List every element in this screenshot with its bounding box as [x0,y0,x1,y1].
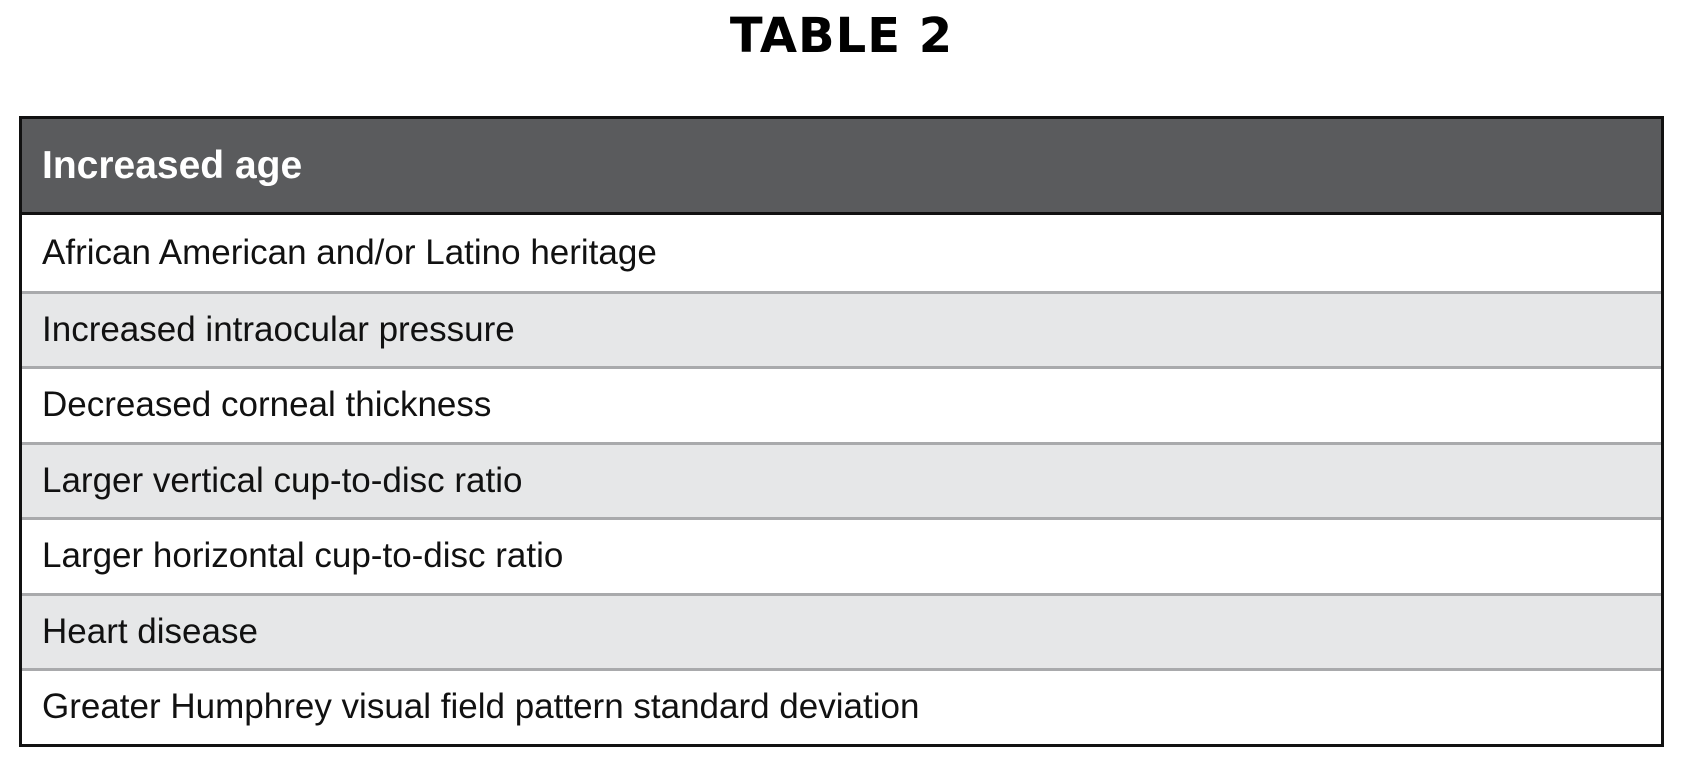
table-row: Greater Humphrey visual field pattern st… [22,668,1661,744]
table-row: African American and/or Latino heritage [42,232,657,272]
table-row: Heart disease [22,592,1661,668]
table-row: Larger horizontal cup-to-disc ratio [22,517,1661,593]
table-row: Decreased corneal thickness [22,366,1661,442]
table-row: Larger vertical cup-to-disc ratio [22,441,1661,517]
table-header: Increased age [22,119,1661,215]
table-title: TABLE 2 [729,8,954,64]
table-row: Increased intraocular pressure [22,290,1661,366]
risk-factors-table: Increased age African American and/or La… [19,116,1664,747]
